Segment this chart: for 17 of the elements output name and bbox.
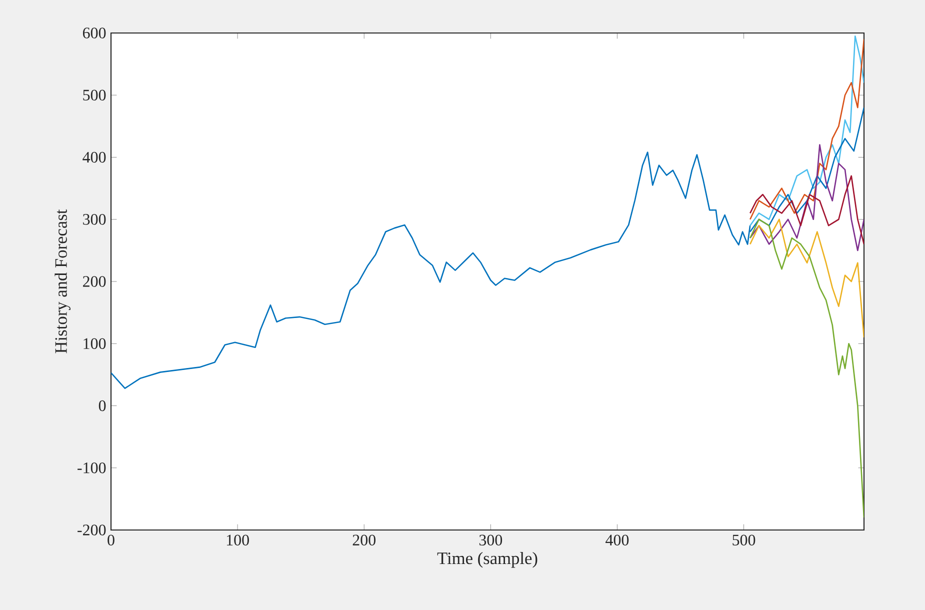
x-axis-title: Time (sample)	[437, 552, 538, 568]
y-tick-label: 0	[98, 400, 106, 412]
y-tick-label: 300	[83, 214, 106, 225]
x-tick-label: 400	[606, 534, 629, 546]
y-tick-label: 500	[83, 90, 106, 101]
x-tick-label: 100	[226, 534, 249, 546]
y-tick-label: 400	[82, 152, 106, 163]
y-tick-label: 100	[84, 338, 106, 350]
y-tick-label: -200	[78, 524, 106, 536]
y-tick-label: -100	[78, 462, 106, 474]
y-tick-label: 200	[83, 276, 106, 287]
x-tick-label: 200	[352, 534, 376, 546]
x-tick-label: 300	[479, 534, 502, 546]
y-tick-label: 600	[82, 28, 106, 38]
y-axis-title: History and Forecast	[54, 209, 70, 354]
x-tick-label: 0	[108, 534, 114, 546]
x-tick-label: 500	[732, 534, 756, 546]
